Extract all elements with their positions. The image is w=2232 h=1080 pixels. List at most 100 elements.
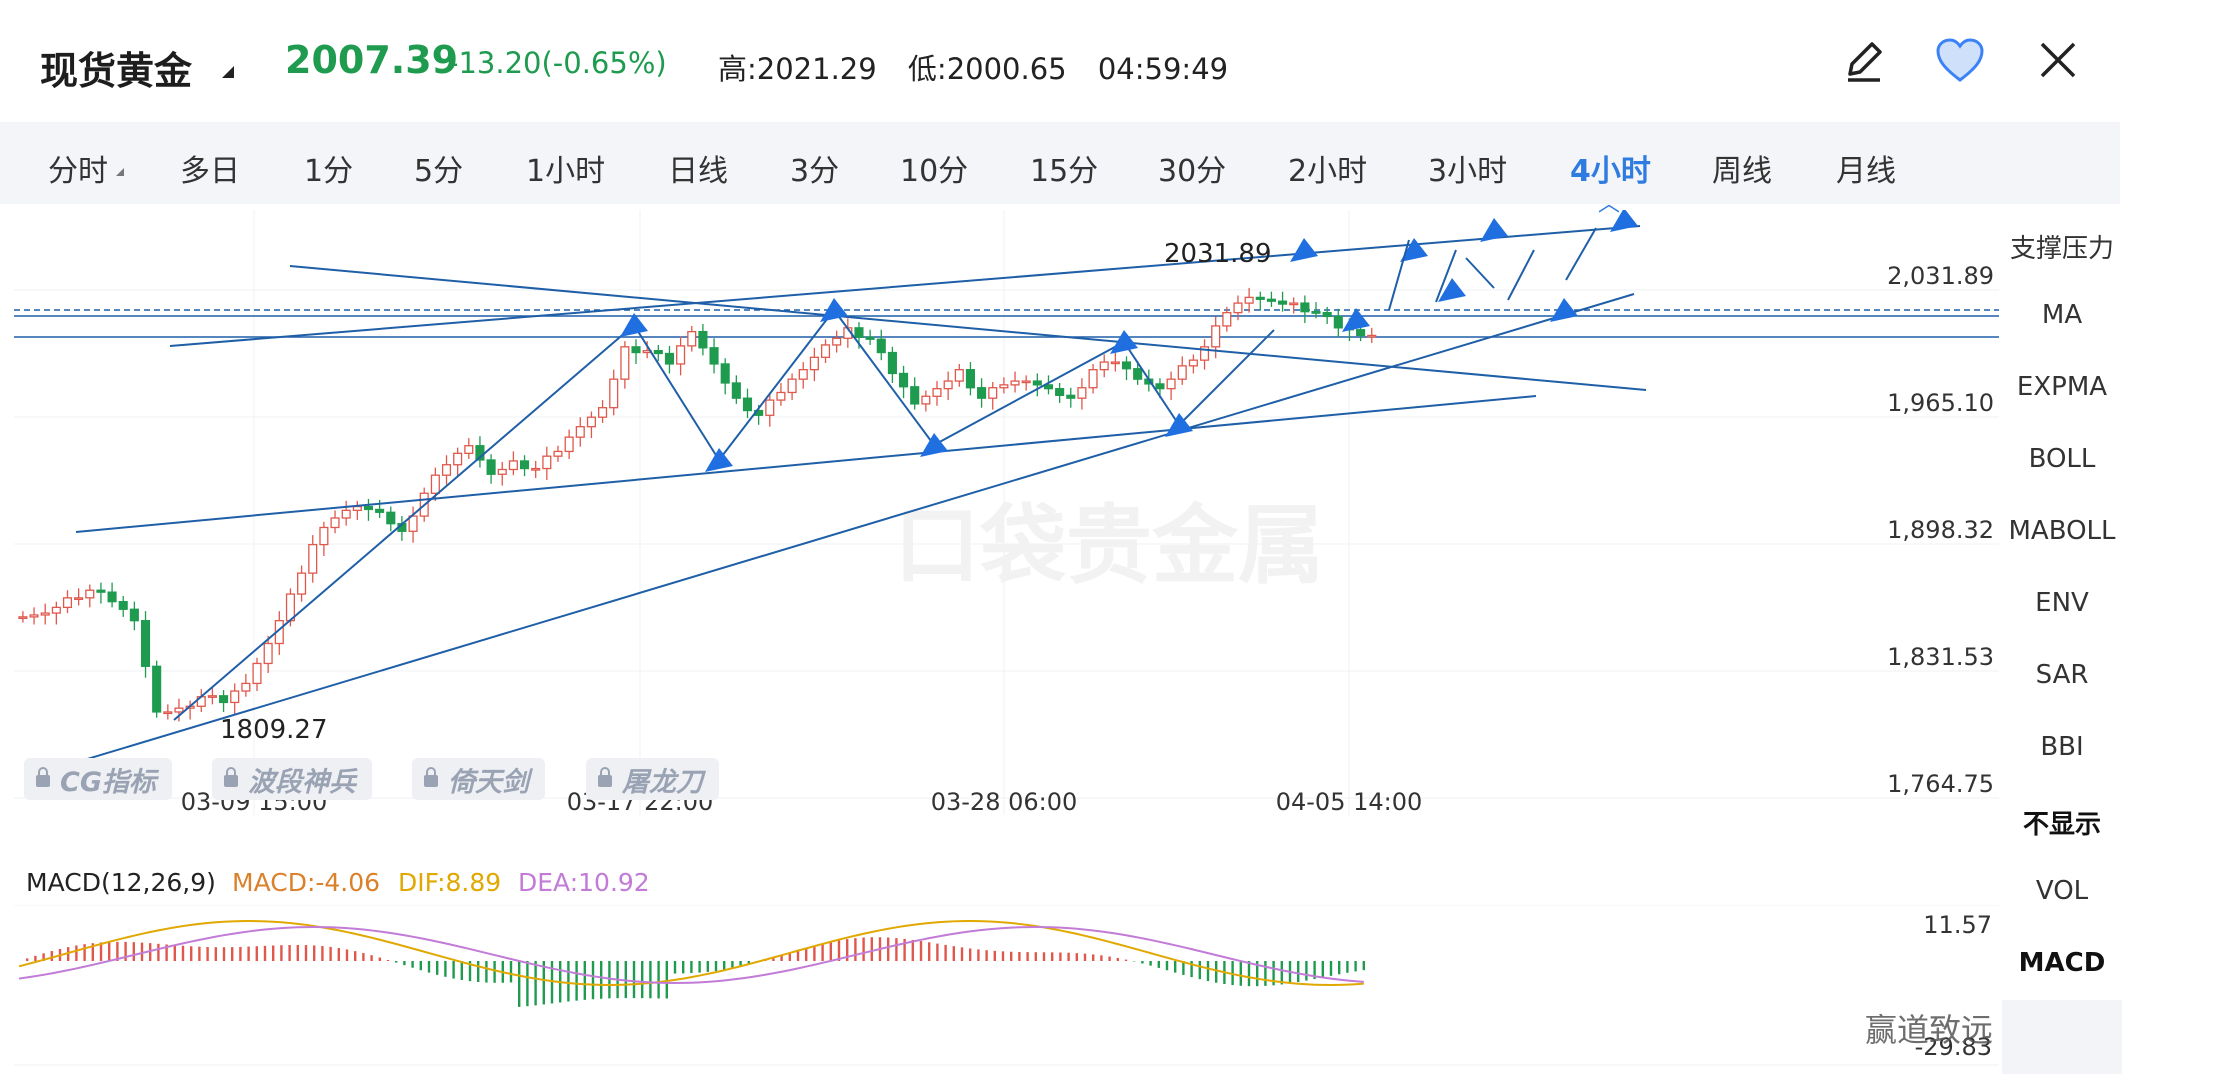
candle (1043, 384, 1054, 390)
candle (408, 515, 418, 532)
candle (809, 356, 819, 371)
candle (441, 464, 452, 476)
candle (118, 601, 128, 610)
candle (497, 468, 507, 475)
sidebar-item-hide[interactable]: 不显示 (2022, 810, 2101, 840)
wave-arrow-line (173, 324, 635, 721)
candle (787, 378, 797, 394)
candle (308, 543, 318, 574)
candle (1099, 361, 1109, 371)
sidebar-item-boll[interactable]: BOLL (2028, 444, 2096, 474)
wave-arrowhead (1290, 238, 1318, 262)
y-tick-label: 1,965.10 (1887, 389, 1994, 417)
candle (1032, 380, 1042, 386)
candle (943, 380, 953, 390)
tab-weekly[interactable]: 周线 (1712, 154, 1772, 189)
candle (899, 372, 909, 388)
tab-2hour[interactable]: 2小时 (1288, 154, 1368, 189)
toolbar-toggle-icon[interactable] (2002, 1000, 2122, 1074)
tab-duori[interactable]: 多日 (180, 154, 240, 189)
lock-icon (36, 767, 50, 787)
candle (263, 642, 273, 665)
indicator-tag-tulong[interactable]: 屠龙刀 (586, 758, 719, 800)
candle (609, 378, 619, 409)
tab-4hour[interactable]: 4小时 (1570, 154, 1651, 189)
tab-30min[interactable]: 30分 (1158, 154, 1227, 189)
tab-15min[interactable]: 15分 (1030, 154, 1099, 189)
indicator-tag-cg[interactable]: CG指标 (24, 758, 172, 800)
candle (731, 382, 741, 399)
tab-monthly[interactable]: 月线 (1836, 154, 1896, 189)
candle (1356, 329, 1366, 337)
sidebar-item-maboll[interactable]: MABOLL (2008, 516, 2116, 546)
heart-icon[interactable] (1932, 32, 1988, 88)
tab-10min[interactable]: 10分 (900, 154, 969, 189)
candle (430, 474, 440, 494)
indicator-tag-yitian[interactable]: 倚天剑 (412, 758, 545, 800)
candle (709, 347, 719, 365)
close-icon[interactable] (2030, 32, 2086, 88)
indicator-tag-boduan[interactable]: 波段神兵 (212, 758, 372, 800)
candle (586, 416, 596, 428)
candle (74, 597, 84, 601)
tab-fenshi[interactable]: 分时 (48, 154, 108, 189)
tab-3min[interactable]: 3分 (790, 154, 840, 189)
sidebar-item-vol[interactable]: VOL (2035, 876, 2089, 906)
tab-3hour[interactable]: 3小时 (1428, 154, 1508, 189)
sidebar-item-support[interactable]: 支撑压力 (2009, 234, 2114, 264)
watermark-text: 赢道致远 (1865, 1011, 1994, 1049)
sidebar-item-bbi[interactable]: BBI (2040, 732, 2084, 762)
high-annotation: 2031.89 (1164, 239, 1272, 269)
macd-title: MACD(12,26,9) (26, 868, 216, 897)
sidebar-item-macd[interactable]: MACD (2018, 948, 2106, 978)
tab-5min[interactable]: 5分 (414, 154, 464, 189)
quote-time: 04:59:49 (1097, 52, 1229, 86)
sidebar-item-ma[interactable]: MA (2041, 300, 2083, 330)
candle (1311, 311, 1321, 314)
lock-icon (598, 767, 612, 787)
wave-arrow-line (633, 324, 720, 461)
candle (910, 386, 920, 405)
sidebar-item-expma[interactable]: EXPMA (2016, 372, 2108, 402)
wave-arrowhead (1110, 330, 1138, 354)
candle (341, 509, 351, 519)
candle (999, 384, 1009, 389)
header-bar: 现货黄金 2007.39 -13.20(-0.65%) 高:2021.29 低:… (0, 0, 2232, 122)
tab-daily[interactable]: 日线 (668, 154, 728, 189)
wave-arrowhead (620, 313, 648, 337)
wave-arrowhead (1550, 298, 1578, 322)
candle (1088, 369, 1098, 389)
lock-icon (224, 767, 238, 787)
projection-line (1565, 227, 1597, 281)
symbol-title[interactable]: 现货黄金 (40, 49, 193, 93)
candle (1110, 361, 1120, 365)
dea-value: DEA:10.92 (518, 868, 650, 897)
candle (742, 397, 753, 412)
candle (798, 369, 808, 380)
candle (854, 327, 864, 338)
edit-icon[interactable] (1836, 32, 1892, 88)
candle (174, 707, 184, 713)
tab-1min[interactable]: 1分 (304, 154, 354, 189)
candle (96, 589, 106, 593)
candle (129, 608, 139, 622)
candle (219, 695, 229, 704)
candle (598, 407, 608, 418)
sidebar-item-env[interactable]: ENV (2035, 588, 2089, 618)
projection-line (1388, 239, 1410, 311)
y-tick-label: 1,831.53 (1887, 643, 1994, 671)
candle (1222, 311, 1232, 327)
candle (252, 662, 262, 685)
macd-chart[interactable]: 11.57 -29.83 (14, 905, 2000, 1070)
tab-1hour[interactable]: 1小时 (526, 154, 606, 189)
indicator-tag-label: 屠龙刀 (622, 766, 703, 798)
active-tab-indicator-icon: ︿ (1598, 192, 1621, 217)
candle (531, 467, 541, 471)
candle (720, 363, 730, 384)
candle (140, 620, 151, 667)
wave-arrowhead (1165, 413, 1193, 437)
symbol-dropdown-caret-icon[interactable] (222, 66, 234, 78)
candlestick-chart[interactable]: 口袋贵金属 2,031.89 1,965.10 1,898.32 1,831.53 1,7… (14, 210, 2000, 820)
macd-tick-label: -29.83 (1915, 1033, 1992, 1061)
sidebar-item-sar[interactable]: SAR (2035, 660, 2089, 690)
